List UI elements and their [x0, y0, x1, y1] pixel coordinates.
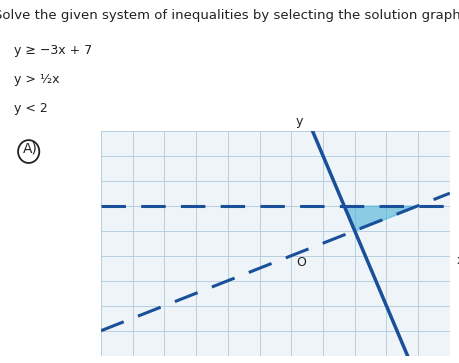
Text: O: O: [296, 256, 306, 269]
Text: y < 2: y < 2: [14, 102, 48, 115]
Text: y: y: [296, 115, 303, 128]
Text: y ≥ −3x + 7: y ≥ −3x + 7: [14, 44, 92, 57]
Text: y > ½x: y > ½x: [14, 73, 59, 86]
Text: x: x: [456, 254, 459, 268]
Text: A): A): [23, 142, 38, 156]
Text: Solve the given system of inequalities by selecting the solution graph.: Solve the given system of inequalities b…: [0, 9, 459, 22]
